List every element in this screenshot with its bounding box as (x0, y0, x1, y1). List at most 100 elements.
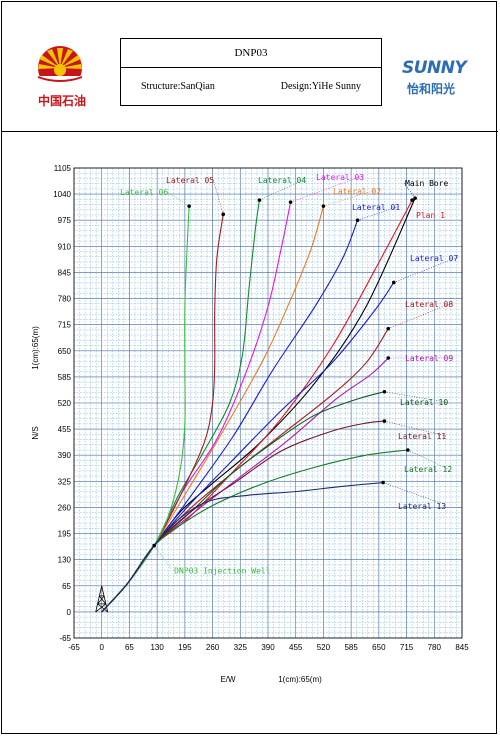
series-endpoint-lateral-04 (257, 198, 262, 202)
label-leaders (153, 175, 459, 570)
x-tick-label: 715 (400, 643, 414, 652)
x-tick-label: 65 (125, 643, 134, 652)
y-tick-label: 130 (58, 556, 72, 565)
series-label-lateral-05: Lateral 05 (166, 176, 214, 185)
label-leader-lateral-03 (290, 175, 363, 203)
y-tick-label: 585 (58, 373, 72, 382)
x-tick-label: 650 (372, 643, 386, 652)
y-tick-label: 910 (58, 242, 72, 251)
series-line-lateral-01 (101, 220, 359, 613)
petrochina-logo (30, 40, 90, 110)
x-tick-label: 260 (206, 643, 220, 652)
y-tick-label: 260 (58, 503, 72, 512)
petrochina-emblem-icon (36, 46, 84, 92)
series-label-lateral-12: Lateral 12 (404, 465, 452, 474)
y-tick-label: 1040 (53, 190, 71, 199)
series-endpoint-lateral-12 (406, 448, 410, 452)
y-tick-label: 1105 (54, 164, 72, 173)
series-endpoint-lateral-10 (382, 389, 387, 394)
x-tick-label: 780 (428, 643, 442, 652)
series-lines (101, 196, 417, 613)
series-endpoint-lateral-11 (382, 419, 387, 423)
title-block: DNP03 Structure:SanQian Design:YiHe Sunn… (120, 38, 382, 106)
series-endpoint-plan-1 (410, 198, 414, 202)
series-endpoint-lateral-01 (355, 218, 360, 223)
series-label-lateral-11: Lateral 11 (398, 432, 446, 441)
x-tick-label: 455 (289, 643, 303, 652)
y-tick-label: 390 (58, 451, 72, 460)
structure-label: Structure:SanQian (141, 81, 215, 92)
x-axis-label: E/W (220, 675, 236, 684)
y-tick-label: 845 (58, 268, 72, 277)
series-label-main-bore: Main Bore (405, 179, 449, 188)
series-line-lateral-12 (101, 449, 408, 613)
y-axis-ticks: -65 0 65 130 195 260 325 390 455 520 585 650 715 780 8… (53, 164, 71, 643)
design-label: Design:YiHe Sunny (280, 81, 361, 92)
series-label-lateral-04: Lateral 04 (258, 176, 306, 185)
sunny-logo-subtext: 怡和阳光 (407, 82, 456, 96)
series-label-lateral-09: Lateral 09 (405, 354, 453, 363)
trajectory-chart: -65 0 65 130 195 260 325 390 455 520 585 650 715 780 8… (31, 164, 469, 684)
label-leader-lateral-11 (384, 420, 447, 437)
y-tick-label: 520 (58, 399, 72, 408)
series-label-lateral-08: Lateral 08 (405, 300, 453, 309)
sunny-logo: SUNNY 怡和阳光 (402, 58, 467, 96)
label-leader-lateral-10 (384, 391, 447, 403)
label-leader-main-bore (402, 181, 416, 199)
x-tick-label: 845 (455, 643, 469, 652)
label-leader-lateral-02 (323, 189, 377, 207)
series-labels: Main Bore Plan 1 Lateral 01 Lateral 02 Later… (120, 173, 458, 511)
label-leader-lateral-06 (165, 190, 190, 207)
sunny-logo-wordmark: SUNNY (402, 58, 467, 78)
series-endpoint-lateral-07 (391, 280, 396, 285)
series-line-lateral-05 (101, 214, 224, 613)
y-tick-label: 325 (58, 477, 72, 486)
x-tick-label: 0 (99, 643, 104, 652)
x-axis-scale-note: 1(cm):65(m) (278, 675, 322, 684)
well-title: DNP03 (234, 47, 268, 59)
y-tick-label: 975 (58, 216, 72, 225)
series-label-lateral-10: Lateral 10 (400, 398, 448, 407)
x-tick-label: 325 (234, 643, 248, 652)
plot-border (73, 167, 463, 639)
series-label-plan-1: Plan 1 (416, 211, 445, 220)
label-leader-lateral-13 (383, 482, 447, 506)
y-tick-label: 0 (67, 608, 72, 617)
wellhead-point (152, 543, 156, 548)
series-endpoint-lateral-06 (187, 204, 191, 208)
series-label-lateral-02: Lateral 02 (333, 187, 381, 196)
series-line-lateral-07 (101, 282, 395, 613)
petrochina-logo-text: 中国石油 (38, 94, 87, 108)
y-tick-label: 455 (58, 425, 72, 434)
series-label-lateral-13: Lateral 13 (398, 502, 446, 511)
y-axis-label: N/S (31, 426, 40, 439)
series-endpoint-lateral-08 (386, 326, 391, 331)
series-label-lateral-06: Lateral 06 (120, 188, 168, 197)
y-tick-label: 650 (58, 347, 72, 356)
y-axis-scale-note: 1(cm):65(m) (31, 326, 40, 370)
label-leader-lateral-07 (393, 256, 459, 283)
x-axis-ticks: -65 0 65 130 195 260 325 390 455 520 585 650 715 780 8… (68, 643, 469, 652)
series-label-lateral-01: Lateral 01 (352, 203, 400, 212)
series-endpoint-lateral-03 (288, 200, 293, 204)
x-tick-label: 195 (178, 643, 192, 652)
report-header: 中国石油 DNP03 Structure:SanQian Design:YiHe… (0, 0, 500, 132)
x-tick-label: 130 (150, 643, 164, 652)
series-line-lateral-13 (101, 481, 384, 613)
series-endpoint-lateral-02 (321, 204, 326, 208)
wellhead-label: DNP03 Injection Well (174, 567, 271, 576)
label-leader-lateral-04 (259, 178, 306, 201)
series-endpoint-lateral-13 (381, 480, 385, 485)
series-line-main-bore (101, 197, 416, 613)
series-line-lateral-06 (101, 206, 190, 613)
series-line-lateral-03 (101, 202, 292, 613)
label-leader-lateral-05 (212, 178, 224, 215)
y-tick-label: 780 (58, 295, 72, 304)
header-divider-line (1, 131, 498, 132)
series-endpoint-lateral-09 (386, 356, 391, 360)
y-tick-label: 715 (58, 321, 72, 330)
series-label-lateral-03: Lateral 03 (316, 173, 364, 182)
y-tick-label: 195 (58, 530, 72, 539)
x-tick-label: 585 (344, 643, 358, 652)
